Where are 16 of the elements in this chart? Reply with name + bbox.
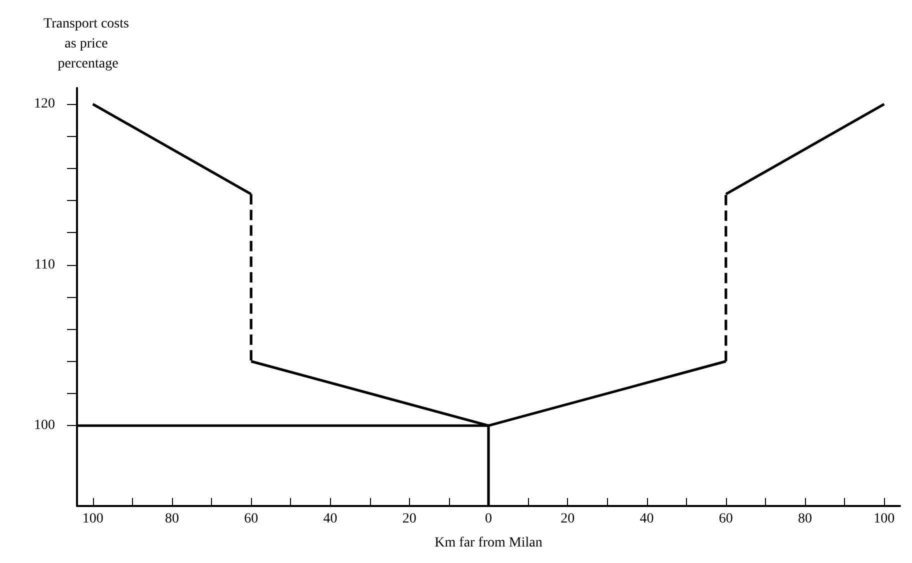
x-tick-label: 100 bbox=[82, 512, 104, 526]
x-tick-label: 0 bbox=[485, 512, 492, 526]
y-tick-label: 120 bbox=[34, 96, 55, 112]
y-tick-label: 100 bbox=[34, 418, 55, 434]
y-tick-label: 110 bbox=[34, 257, 55, 272]
x-tick-label: 20 bbox=[560, 512, 575, 526]
x-tick-label: 60 bbox=[718, 512, 733, 526]
x-tick-label: 20 bbox=[402, 512, 416, 526]
x-tick-label: 40 bbox=[640, 512, 654, 526]
x-axis-title: Km far from Milan bbox=[434, 536, 542, 550]
x-tick-label: 80 bbox=[798, 512, 812, 526]
x-tick-label: 100 bbox=[874, 512, 895, 526]
y-axis-title: Transport costs as price percentage bbox=[44, 16, 132, 72]
x-tick-label: 40 bbox=[323, 512, 338, 526]
x-tick-label: 80 bbox=[164, 512, 179, 526]
x-tick-label: 60 bbox=[244, 512, 258, 526]
